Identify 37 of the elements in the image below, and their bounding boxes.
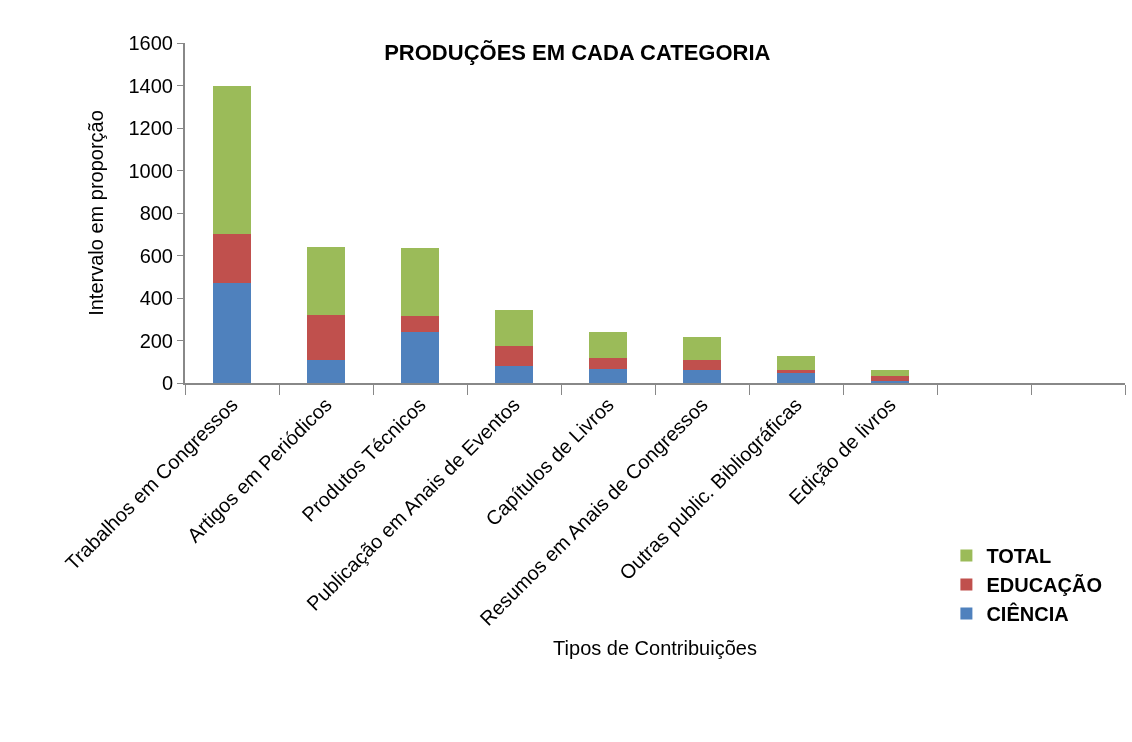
bar — [871, 376, 909, 382]
bar — [495, 346, 533, 367]
chart-title: PRODUÇÕES EM CADA CATEGORIA — [384, 39, 771, 65]
bar — [683, 369, 721, 383]
bar — [401, 332, 439, 383]
bar — [683, 360, 721, 370]
bar — [777, 356, 815, 371]
x-axis-title: Tipos de Contribuições — [553, 636, 757, 659]
bar — [307, 247, 345, 315]
bar — [495, 366, 533, 383]
y-tick-label: 0 — [161, 372, 173, 394]
bar — [213, 234, 251, 284]
legend-label: TOTAL — [986, 545, 1052, 568]
bar — [589, 357, 627, 370]
bar — [213, 85, 251, 235]
bar — [589, 369, 627, 383]
bar — [213, 283, 251, 383]
y-tick-label: 1600 — [128, 32, 173, 54]
bar — [683, 337, 721, 361]
y-tick-label: 1200 — [128, 117, 173, 139]
bar — [495, 309, 533, 347]
bar — [307, 359, 345, 383]
bar — [401, 316, 439, 332]
legend-label: EDUCAÇÃO — [986, 574, 1102, 597]
bar — [307, 315, 345, 360]
y-axis-title: Intervalo em proporção — [84, 110, 107, 316]
bar — [401, 248, 439, 317]
y-tick-label: 1000 — [128, 159, 173, 182]
y-tick-label: 200 — [139, 329, 173, 352]
legend-label: CIÊNCIA — [986, 602, 1069, 626]
y-tick-label: 600 — [139, 244, 173, 267]
bar — [589, 331, 627, 358]
y-tick-label: 400 — [139, 287, 173, 309]
y-tick-label: 1400 — [128, 74, 173, 97]
y-tick-label: 800 — [139, 202, 173, 224]
bar — [777, 372, 815, 383]
bar — [777, 370, 815, 373]
